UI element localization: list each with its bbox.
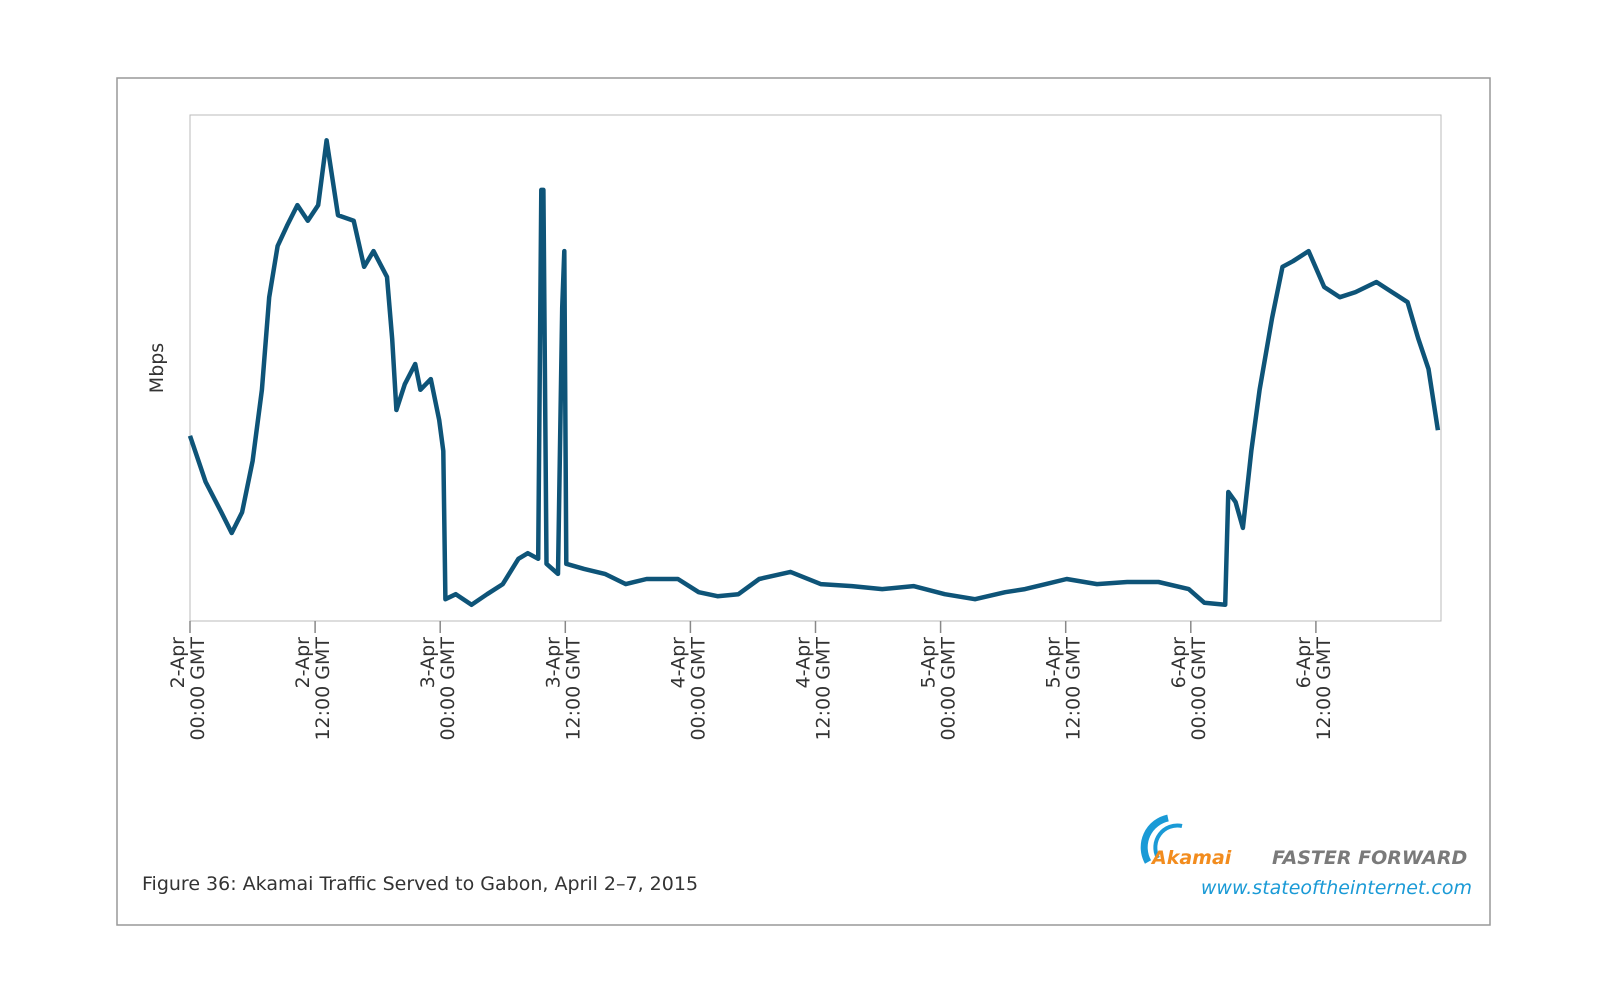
x-tick-label-line: 12:00 GMT	[562, 637, 584, 741]
x-tick-label-line: 4-Apr	[667, 637, 689, 689]
x-tick-label-line: 2-Apr	[167, 637, 189, 689]
logo-swoosh	[1140, 814, 1183, 864]
x-tick-label-line: 12:00 GMT	[312, 637, 334, 741]
x-tick-label: 3-Apr12:00 GMT	[542, 637, 584, 741]
x-tick-label-line: 12:00 GMT	[1063, 637, 1085, 741]
x-tick-label-line: 5-Apr	[918, 637, 940, 689]
x-tick-label: 2-Apr00:00 GMT	[167, 637, 209, 741]
url: www.stateoftheinternet.com	[1201, 877, 1472, 899]
x-tick-label: 6-Apr00:00 GMT	[1168, 637, 1210, 741]
x-tick-label-line: 00:00 GMT	[437, 637, 459, 741]
x-tick-label-line: 00:00 GMT	[938, 637, 960, 741]
x-tick-label: 2-Apr12:00 GMT	[292, 637, 334, 741]
x-tick-label: 5-Apr00:00 GMT	[918, 637, 960, 741]
chart-title: Figure 36: Akamai Traffic Served to Gabo…	[142, 873, 698, 895]
plot-area	[189, 114, 1442, 622]
x-tick-label: 5-Apr12:00 GMT	[1043, 637, 1085, 741]
x-tick-label: 4-Apr12:00 GMT	[793, 637, 835, 741]
data-line	[187, 138, 1441, 608]
x-tick-label: 4-Apr00:00 GMT	[667, 637, 709, 741]
x-tick-label-line: 4-Apr	[793, 637, 815, 689]
x-tick-label-line: 3-Apr	[542, 637, 564, 689]
x-tick-label-line: 12:00 GMT	[1313, 637, 1335, 741]
x-tick-label-line: 2-Apr	[292, 637, 314, 689]
swoosh	[1153, 823, 1183, 859]
x-tick-label-line: 6-Apr	[1168, 637, 1190, 689]
logo: Akamai	[1150, 847, 1232, 869]
x-tick-label-line: 3-Apr	[417, 637, 439, 689]
frame	[116, 77, 1491, 926]
x-tick-label-line: 5-Apr	[1043, 637, 1065, 689]
x-tick-label-line: 12:00 GMT	[813, 637, 835, 741]
x-tick-label: 3-Apr00:00 GMT	[417, 637, 459, 741]
x-tick-label-line: 00:00 GMT	[687, 637, 709, 741]
swoosh	[1140, 814, 1169, 864]
y-axis-label: Mbps	[146, 343, 168, 393]
tagline: FASTER FORWARD	[1272, 847, 1467, 869]
x-tick-label-line: 6-Apr	[1293, 637, 1315, 689]
x-tick-label-line: 00:00 GMT	[1188, 637, 1210, 741]
x-tick-label-line: 00:00 GMT	[187, 637, 209, 741]
x-tick-label: 6-Apr12:00 GMT	[1293, 637, 1335, 741]
